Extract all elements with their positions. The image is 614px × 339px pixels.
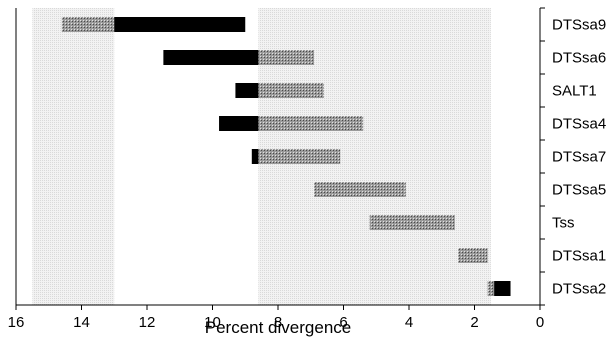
bar-dtssa4-solid-black [219, 116, 259, 131]
bar-dtssa2-solid-black [494, 281, 511, 296]
bar-salt1-hatched-grey [258, 83, 324, 98]
x-tick-label: 8 [274, 314, 282, 331]
bar-tss-hatched-grey [369, 215, 455, 230]
bar-dtssa4-hatched-grey [258, 116, 364, 131]
bar-salt1-solid-black [235, 83, 259, 98]
category-label: DTSsa6 [552, 50, 606, 67]
category-label: DTSsa4 [552, 116, 606, 133]
x-tick-label: 14 [73, 314, 90, 331]
bar-dtssa9-hatched-grey [61, 17, 115, 32]
x-tick-label: 10 [204, 314, 221, 331]
category-label: DTSsa2 [552, 281, 606, 298]
bar-dtssa6-solid-black [163, 50, 259, 65]
x-axis-title: Percent divergence [205, 318, 351, 337]
bar-group [61, 17, 511, 296]
x-tick-label: 4 [405, 314, 413, 331]
category-label: SALT1 [552, 83, 597, 100]
x-tick-label: 16 [8, 314, 25, 331]
category-label: DTSsa7 [552, 149, 606, 166]
category-label: DTSsa9 [552, 17, 606, 34]
bar-dtssa6-hatched-grey [258, 50, 315, 65]
x-tick-label: 6 [339, 314, 347, 331]
category-label: DTSsa5 [552, 182, 606, 199]
category-label: DTSsa1 [552, 248, 606, 265]
bar-dtssa1-hatched-grey [458, 248, 488, 263]
x-tick-label: 2 [470, 314, 478, 331]
bar-dtssa9-solid-black [114, 17, 246, 32]
bar-dtssa5-hatched-grey [314, 182, 406, 197]
x-ticks: 16 14 12 10 8 6 4 2 0 [8, 305, 544, 331]
x-tick-label: 12 [139, 314, 156, 331]
x-tick-label: 0 [536, 314, 544, 331]
category-label: Tss [552, 215, 575, 232]
bar-dtssa2-hatched-grey [487, 281, 495, 296]
shaded-band-1 [32, 8, 115, 305]
bar-dtssa7-solid-black [251, 149, 259, 164]
bar-dtssa7-hatched-grey [258, 149, 341, 164]
category-labels: DTSsa9 DTSsa6 SALT1 DTSsa4 DTSsa7 DTSsa5 Tss DT… [552, 17, 606, 298]
